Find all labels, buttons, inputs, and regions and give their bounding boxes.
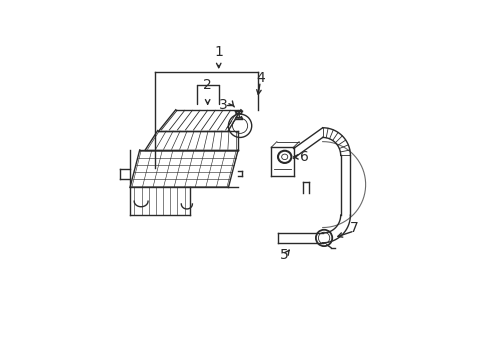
Text: 2: 2 <box>203 78 212 92</box>
Text: 1: 1 <box>214 45 223 59</box>
Text: 3: 3 <box>218 98 227 112</box>
Text: 6: 6 <box>300 150 308 164</box>
Text: 5: 5 <box>279 248 287 262</box>
Text: 7: 7 <box>349 221 358 234</box>
Text: 4: 4 <box>255 71 264 85</box>
